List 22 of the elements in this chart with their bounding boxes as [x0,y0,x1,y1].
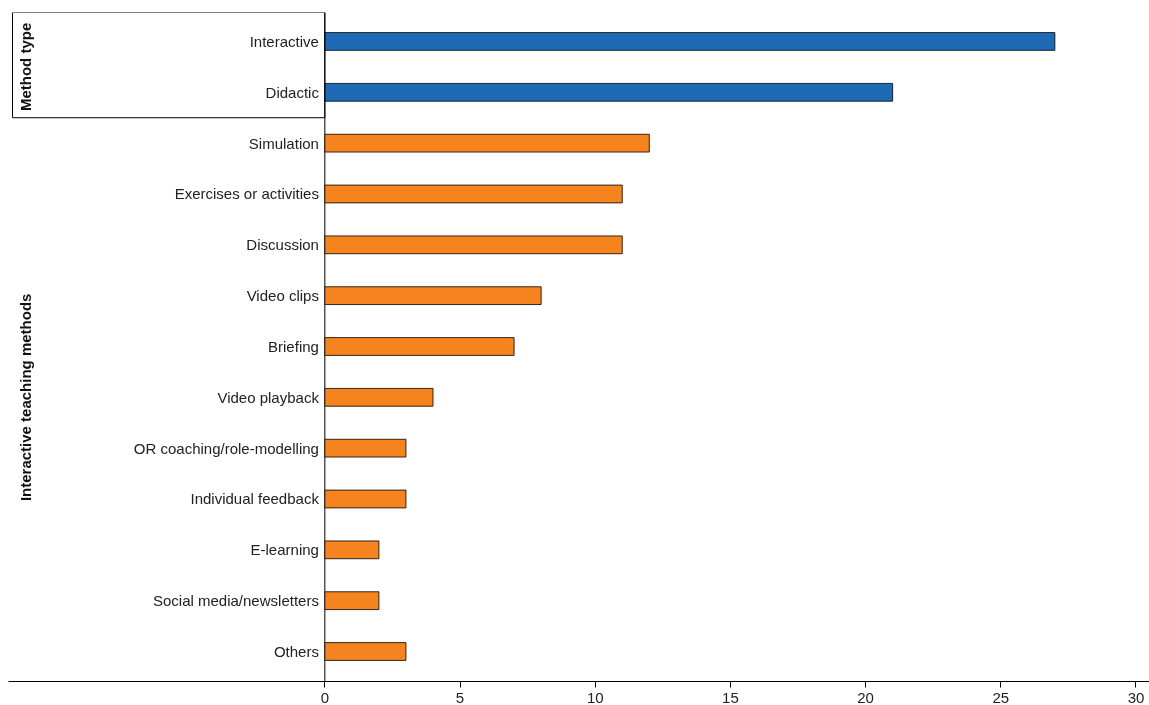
y-tick-label: Others [273,643,319,661]
x-tick-label: 30 [1127,688,1145,705]
y-tick-label: Briefing [268,337,319,355]
y-tick-label: Exercises or activities [174,185,319,203]
x-tick-label: 5 [455,688,465,705]
annotation: Method type [17,22,34,112]
y-tick-label: Video clips [246,287,319,305]
y-tick-label: E-learning [250,541,319,559]
x-tick-label: 0 [320,688,330,705]
y-tick-label: Interactive [249,32,319,50]
y-tick-label: Simulation [248,134,319,152]
y-tick-label: Didactic [265,83,320,101]
y-tick-label: Individual feedback [190,490,320,508]
y-tick-label: OR coaching/role-modelling [133,439,319,457]
x-tick-label: 15 [722,688,739,705]
y-tick-label: Video playback [217,388,320,406]
annotation: Interactive teaching methods [17,293,34,502]
y-tick-label: Discussion [246,236,319,254]
x-tick-label: 20 [857,688,874,705]
x-tick-label: 25 [992,688,1010,705]
x-tick-label: 10 [586,688,604,705]
y-tick-label: Social media/newsletters [152,592,319,610]
